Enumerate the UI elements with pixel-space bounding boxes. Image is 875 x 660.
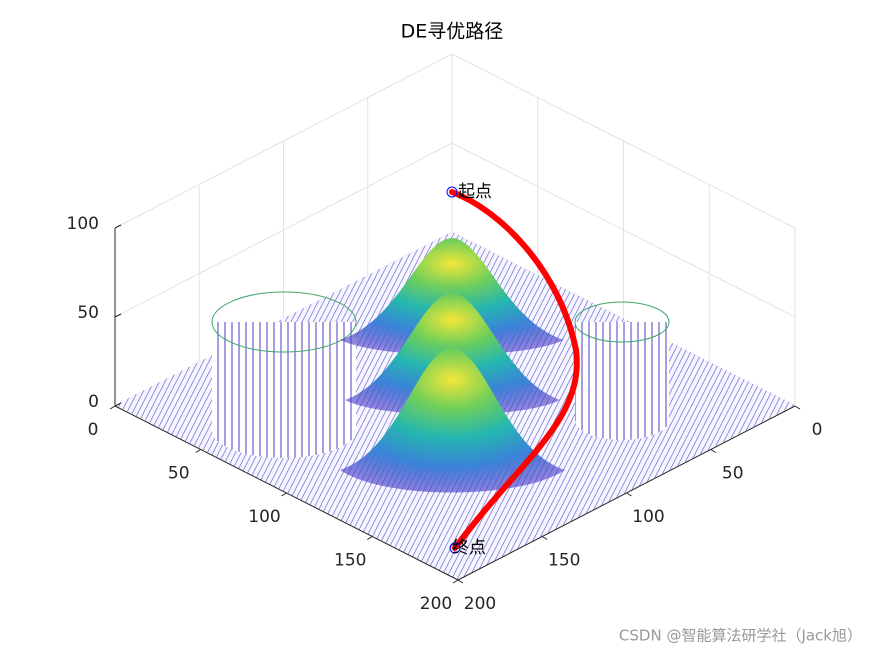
x-tick — [366, 536, 373, 540]
route — [449, 189, 580, 551]
x-tick-label: 150 — [334, 551, 366, 571]
grid-line — [114, 142, 796, 318]
obstacle — [575, 322, 669, 440]
y-tick-label: 50 — [722, 464, 744, 484]
watermark: CSDN @智能算法研学社（Jack旭） — [619, 627, 862, 645]
z-tick — [114, 313, 122, 318]
z-tick-label: 0 — [88, 392, 99, 412]
y-tick — [457, 579, 464, 584]
y-tick — [710, 449, 717, 453]
y-tick-label: 100 — [632, 507, 664, 527]
x-tick-label: 200 — [420, 594, 452, 614]
x-tick — [109, 405, 116, 410]
x-tick-label: 50 — [168, 464, 190, 484]
z-tick — [114, 224, 122, 229]
end-label: 终点 — [452, 538, 486, 558]
hill — [340, 348, 565, 493]
terrain — [115, 232, 795, 580]
x-tick-label: 0 — [88, 420, 99, 440]
obstacle-top — [574, 301, 670, 343]
x-tick-label: 100 — [248, 507, 280, 527]
x-tick — [452, 579, 459, 584]
z-tick — [114, 402, 122, 407]
y-tick-label: 150 — [548, 551, 580, 571]
z-tick-label: 100 — [67, 214, 99, 234]
y-tick-label: 0 — [812, 420, 823, 440]
y-tick — [794, 405, 801, 410]
y-tick — [626, 492, 632, 497]
obstacle-top — [211, 291, 357, 353]
start-marker — [446, 186, 458, 198]
start-label: 起点 — [458, 182, 492, 202]
grid-line — [114, 53, 796, 229]
y-tick — [541, 536, 548, 540]
chart-title: DE寻优路径 — [401, 21, 504, 43]
y-tick-label: 200 — [464, 594, 496, 614]
x-tick — [195, 449, 202, 453]
x-tick — [281, 492, 287, 497]
end-marker — [449, 542, 461, 554]
obstacle — [212, 322, 356, 458]
z-tick-label: 50 — [77, 303, 99, 323]
